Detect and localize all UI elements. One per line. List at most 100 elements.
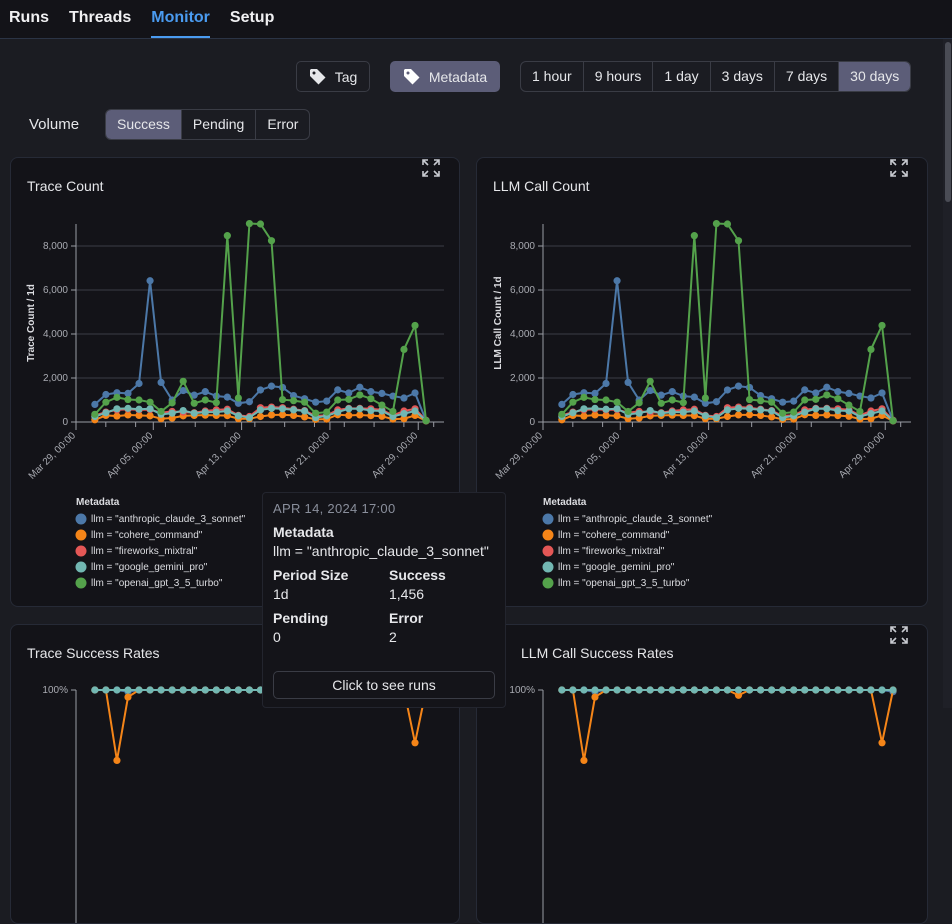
data-point — [135, 686, 143, 694]
data-point — [690, 686, 698, 694]
data-point — [823, 411, 831, 419]
tooltip-period-label: Period Size — [273, 567, 349, 583]
legend-swatch — [75, 545, 87, 557]
data-point — [278, 395, 287, 404]
data-point — [411, 739, 419, 747]
scrollbar-thumb[interactable] — [945, 42, 951, 202]
tab-setup[interactable]: Setup — [229, 9, 275, 26]
volume-error[interactable]: Error — [267, 116, 299, 132]
data-point — [856, 412, 864, 421]
data-point — [212, 686, 220, 694]
time-range-1-hour[interactable]: 1 hour — [521, 62, 584, 91]
tab-monitor[interactable]: Monitor — [151, 0, 210, 38]
time-range-selector: 1 hour 9 hours 1 day 3 days 7 days 30 da… — [520, 61, 912, 92]
data-point — [378, 389, 386, 397]
data-point — [834, 388, 842, 396]
data-point — [558, 410, 566, 418]
volume-success[interactable]: Success — [106, 110, 182, 139]
data-point — [301, 398, 309, 406]
data-point — [657, 686, 665, 694]
data-point — [756, 411, 765, 419]
time-range-7-days[interactable]: 7 days — [775, 62, 840, 91]
volume-label: Volume — [29, 116, 80, 133]
data-point — [845, 401, 853, 409]
series-line — [94, 280, 427, 422]
time-range-30-days[interactable]: 30 days — [839, 62, 911, 91]
data-point — [867, 410, 875, 418]
data-point — [723, 412, 732, 421]
data-point — [367, 412, 375, 420]
data-point — [812, 411, 820, 419]
data-point — [223, 393, 231, 401]
legend-swatch — [75, 529, 87, 541]
data-point — [646, 406, 654, 415]
data-point — [400, 345, 408, 353]
legend-label: llm = "openai_gpt_3_5_turbo" — [558, 578, 690, 589]
volume-pending[interactable]: Pending — [182, 110, 257, 139]
y-tick-label: 0 — [62, 417, 68, 428]
data-point — [289, 406, 298, 414]
expand-icon[interactable] — [889, 158, 909, 178]
volume-selector: Success Pending Error — [105, 109, 311, 140]
data-point — [756, 686, 765, 694]
y-tick-label: 4,000 — [510, 329, 535, 340]
x-tick-label: Apr 21, 00:00 — [749, 430, 800, 481]
tooltip-date: APR 14, 2024 17:00 — [273, 501, 396, 516]
data-point — [679, 399, 687, 407]
data-point — [267, 404, 276, 412]
data-point — [723, 406, 732, 414]
data-point — [256, 386, 265, 394]
data-point — [179, 386, 187, 395]
data-point — [591, 395, 599, 404]
data-point — [367, 395, 375, 403]
time-range-3-days[interactable]: 3 days — [711, 62, 775, 91]
data-point — [723, 386, 732, 394]
data-point — [569, 409, 577, 417]
data-point — [790, 408, 798, 416]
expand-icon[interactable] — [421, 158, 441, 178]
data-point — [400, 410, 408, 418]
llm-call-count-card: LLM Call Count 0 2,000 4,000 6,000 8,000 Mar … — [476, 157, 928, 607]
tab-threads[interactable]: Threads — [69, 9, 132, 26]
data-point — [580, 756, 588, 764]
data-point — [867, 394, 875, 402]
metadata-label: Metadata — [428, 68, 488, 85]
data-point — [301, 407, 309, 415]
data-point — [356, 383, 364, 391]
legend-label: llm = "google_gemini_pro" — [91, 562, 208, 573]
data-point — [323, 408, 331, 416]
data-point — [734, 404, 743, 412]
data-point — [135, 411, 143, 419]
scrollbar[interactable] — [943, 39, 952, 708]
expand-icon[interactable] — [889, 625, 909, 645]
group-by-metadata-button[interactable]: Metadata — [390, 61, 500, 92]
data-point — [734, 382, 743, 390]
see-runs-button[interactable]: Click to see runs — [273, 671, 495, 699]
data-point — [668, 396, 676, 404]
data-point — [668, 408, 676, 416]
data-point — [801, 408, 809, 416]
top-nav: Runs Threads Monitor Setup — [0, 0, 952, 39]
time-range-1-day[interactable]: 1 day — [653, 62, 711, 91]
time-range-9-hours[interactable]: 9 hours — [584, 62, 654, 91]
legend-swatch — [542, 577, 554, 589]
data-point — [779, 409, 787, 417]
tooltip-success-value: 1,456 — [389, 586, 425, 602]
data-point — [378, 407, 386, 415]
data-point — [701, 412, 709, 420]
y-tick-label: 8,000 — [510, 241, 535, 252]
data-point — [823, 391, 831, 399]
data-point — [867, 415, 875, 423]
data-point — [234, 394, 242, 402]
data-point — [856, 686, 864, 694]
data-point — [124, 389, 132, 397]
y-tick-label: 6,000 — [43, 285, 68, 296]
data-point — [768, 686, 776, 694]
data-point — [301, 413, 309, 421]
tab-runs[interactable]: Runs — [9, 9, 49, 26]
data-point — [345, 411, 353, 419]
group-by-tag-button[interactable]: Tag — [296, 61, 370, 92]
data-point — [867, 686, 875, 694]
data-point — [157, 378, 165, 386]
x-tick-label: Mar 29, 00:00 — [494, 430, 546, 482]
